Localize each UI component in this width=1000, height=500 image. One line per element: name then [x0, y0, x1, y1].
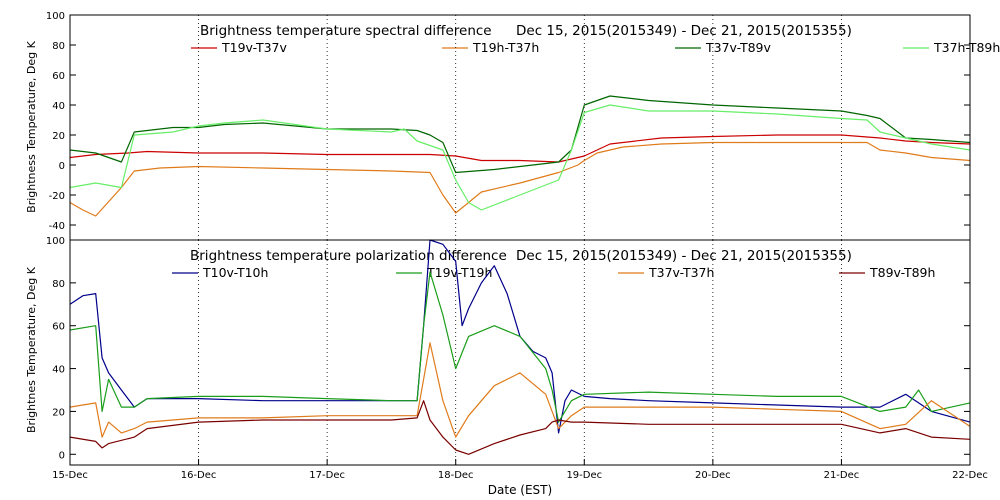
x-ticks: 15-Dec 16-Dec 17-Dec 18-Dec 19-Dec 20-Dec 21-D… — [52, 459, 988, 481]
spectral-difference-panel: Brightness temperature spectral differen… — [25, 11, 1000, 241]
chart-date-range: Dec 15, 2015(2015349) - Dec 21, 2015(201… — [516, 248, 852, 264]
series-line-2 — [69, 141, 971, 217]
x-tick-label: 21-Dec — [824, 470, 860, 481]
chart-date-range: Dec 15, 2015(2015349) - Dec 21, 2015(201… — [516, 23, 852, 39]
x-tick-label: 16-Dec — [181, 470, 217, 481]
y-tick-label: -20 — [49, 191, 65, 202]
x-tick-label: 20-Dec — [695, 470, 731, 481]
legend-label: T19h-T37h — [472, 40, 539, 55]
legend-label: T37v-T37h — [648, 265, 714, 280]
x-tick-label: 15-Dec — [52, 470, 88, 481]
polarization-difference-panel: Brightness temperature polarization diff… — [25, 236, 988, 497]
y-tick-label: 20 — [52, 131, 65, 142]
y-axis-label: Brightnes Temperature, Deg K — [25, 266, 38, 433]
y-ticks: 0 20 40 60 80 100 — [46, 236, 970, 461]
y-tick-label: 40 — [52, 365, 65, 376]
y-tick-label: 60 — [52, 322, 65, 333]
series-line-2 — [69, 271, 971, 423]
x-axis-label: Date (EST) — [488, 483, 552, 497]
y-tick-label: 20 — [52, 407, 65, 418]
y-tick-label: 0 — [59, 161, 65, 172]
legend-label: T10v-T10h — [202, 265, 268, 280]
y-tick-label: 100 — [46, 236, 65, 247]
y-tick-label: 0 — [59, 450, 65, 461]
series-group — [69, 239, 971, 455]
legend-label: T37v-T89v — [705, 40, 772, 55]
series-line-4 — [69, 104, 971, 211]
legend-label: T19v-T37v — [221, 40, 288, 55]
legend-label: T19v-T19h — [426, 265, 492, 280]
y-ticks: -40 -20 0 20 40 60 80 100 — [46, 11, 970, 232]
y-axis-label: Brightness Temperature, Deg K — [25, 40, 38, 212]
x-tick-label: 19-Dec — [566, 470, 602, 481]
chart-title: Brightness temperature spectral differen… — [200, 23, 492, 39]
y-tick-label: 60 — [52, 71, 65, 82]
grid — [198, 240, 842, 465]
legend: T19v-T37v T19h-T37h T37v-T89v T37h-T89h — [191, 40, 1000, 55]
y-tick-label: 80 — [52, 279, 65, 290]
legend-label: T37h-T89h — [933, 40, 1000, 55]
x-tick-label: 22-Dec — [952, 470, 988, 481]
chart-title: Brightness temperature polarization diff… — [190, 248, 507, 264]
series-line-1 — [69, 134, 971, 163]
y-tick-label: 100 — [46, 11, 65, 22]
x-tick-label: 18-Dec — [438, 470, 474, 481]
legend-label: T89v-T89h — [869, 265, 935, 280]
y-tick-label: 80 — [52, 41, 65, 52]
series-line-3 — [69, 342, 971, 438]
series-line-4 — [69, 400, 971, 455]
series-group — [69, 95, 971, 217]
x-tick-label: 17-Dec — [309, 470, 345, 481]
y-tick-label: 40 — [52, 101, 65, 112]
plot-frame — [69, 239, 971, 466]
legend: T10v-T10h T19v-T19h T37v-T37h T89v-T89h — [172, 265, 935, 280]
y-tick-label: -40 — [49, 221, 65, 232]
